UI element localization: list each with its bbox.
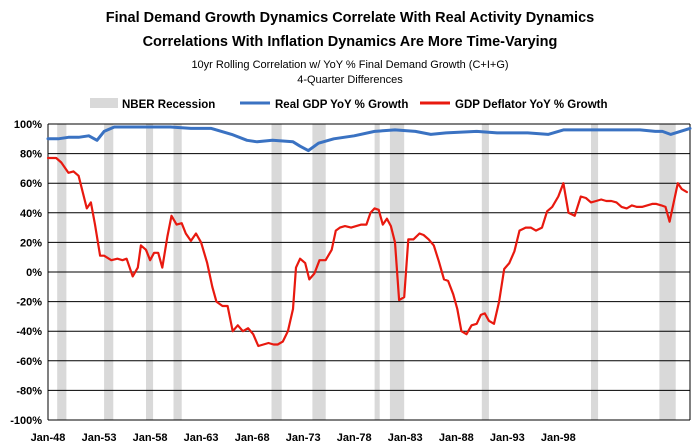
series-line-gdp-deflator [46, 156, 689, 348]
y-tick-label: -80% [16, 385, 42, 397]
legend-recession-swatch [90, 98, 118, 108]
x-tick-label: Jan-78 [337, 432, 372, 444]
x-tick-label: Jan-68 [235, 432, 270, 444]
y-tick-label: 60% [20, 178, 42, 190]
x-tick-label: Jan-53 [82, 432, 117, 444]
x-tick-label: Jan-63 [184, 432, 219, 444]
x-tick-label: Jan-58 [133, 432, 168, 444]
legend-recession-label: NBER Recession [122, 99, 215, 111]
y-tick-label: 20% [20, 237, 42, 249]
y-tick-label: -40% [16, 326, 42, 338]
legend-deflator-label: GDP Deflator YoY % Growth [455, 99, 608, 111]
chart-title-line-2: Correlations With Inflation Dynamics Are… [143, 34, 558, 50]
x-tick-label: Jan-83 [388, 432, 423, 444]
x-tick-label: Jan-88 [439, 432, 474, 444]
x-tick-labels: Jan-48 Jan-53 Jan-58 Jan-63 Jan-68 Jan-73 Jan-… [31, 432, 576, 444]
gridlines [48, 123, 690, 421]
x-tick-label: Jan-93 [490, 432, 525, 444]
x-tick-label: Jan-48 [31, 432, 66, 444]
y-tick-labels: 100% 80% 60% 40% 20% 0% -20% -40% -60% -80% -100% [10, 119, 42, 427]
x-tick-label: Jan-73 [286, 432, 321, 444]
x-tick-label: Jan-98 [541, 432, 576, 444]
series-line-real-gdp [46, 125, 692, 153]
y-tick-label: 80% [20, 149, 42, 161]
legend: NBER Recession Real GDP YoY % Growth GDP… [90, 98, 608, 111]
y-tick-label: 40% [20, 208, 42, 220]
legend-gdp-label: Real GDP YoY % Growth [275, 99, 408, 111]
y-tick-label: -60% [16, 356, 42, 368]
y-tick-label: 0% [26, 267, 42, 279]
chart-subtitle: 10yr Rolling Correlation w/ YoY % Final … [191, 59, 508, 71]
series-lines [46, 125, 692, 348]
chart-subtitle-line-2: 4-Quarter Differences [297, 74, 403, 86]
y-tick-label: 100% [14, 119, 42, 131]
y-tick-label: -100% [10, 415, 42, 427]
chart-title: Final Demand Growth Dynamics Correlate W… [106, 10, 594, 26]
y-tick-label: -20% [16, 297, 42, 309]
